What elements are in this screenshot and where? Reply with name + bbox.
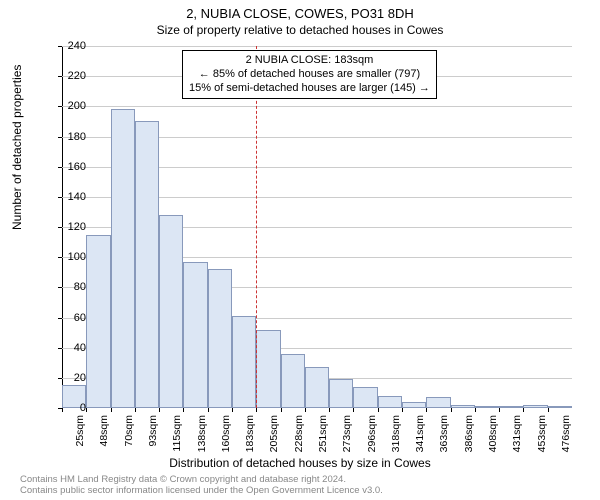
histogram-bar xyxy=(232,316,256,408)
annotation-line3: 15% of semi-detached houses are larger (… xyxy=(189,82,430,94)
y-tick-label: 80 xyxy=(56,281,86,293)
x-tick-mark xyxy=(135,408,136,412)
histogram-bar xyxy=(135,121,159,408)
x-tick-label: 138sqm xyxy=(196,415,208,455)
x-tick-label: 228sqm xyxy=(293,415,305,455)
x-tick-mark xyxy=(86,408,87,412)
plot-area: 2 NUBIA CLOSE: 183sqm ← 85% of detached h… xyxy=(62,46,572,408)
x-tick-mark xyxy=(451,408,452,412)
x-tick-mark xyxy=(402,408,403,412)
x-tick-mark xyxy=(523,408,524,412)
y-tick-label: 60 xyxy=(56,312,86,324)
histogram-bar xyxy=(402,402,426,408)
x-tick-label: 273sqm xyxy=(341,415,353,455)
x-tick-mark xyxy=(208,408,209,412)
x-tick-label: 296sqm xyxy=(366,415,378,455)
x-tick-label: 408sqm xyxy=(487,415,499,455)
histogram-bar xyxy=(305,367,329,408)
histogram-bar xyxy=(426,397,450,408)
x-tick-mark xyxy=(475,408,476,412)
x-tick-label: 93sqm xyxy=(147,415,159,455)
y-tick-label: 20 xyxy=(56,372,86,384)
x-tick-label: 363sqm xyxy=(438,415,450,455)
chart-title: 2, NUBIA CLOSE, COWES, PO31 8DH xyxy=(0,0,600,21)
annotation-line1: 2 NUBIA CLOSE: 183sqm xyxy=(246,54,374,66)
x-tick-mark xyxy=(232,408,233,412)
histogram-bar xyxy=(281,354,305,408)
footer-line2: Contains public sector information licen… xyxy=(20,485,383,496)
x-tick-label: 341sqm xyxy=(414,415,426,455)
chart-container: 2, NUBIA CLOSE, COWES, PO31 8DH Size of … xyxy=(0,0,600,500)
y-axis-label: Number of detached properties xyxy=(10,65,24,230)
y-tick-label: 240 xyxy=(56,40,86,52)
histogram-bar xyxy=(451,405,475,408)
x-tick-mark xyxy=(548,408,549,412)
x-axis-label: Distribution of detached houses by size … xyxy=(0,456,600,470)
x-tick-mark xyxy=(111,408,112,412)
x-tick-mark xyxy=(183,408,184,412)
x-tick-label: 25sqm xyxy=(74,415,86,455)
histogram-bar xyxy=(378,396,402,408)
x-tick-mark xyxy=(281,408,282,412)
annotation-box: 2 NUBIA CLOSE: 183sqm ← 85% of detached h… xyxy=(182,50,437,99)
histogram-bar xyxy=(548,406,572,408)
y-tick-label: 40 xyxy=(56,342,86,354)
histogram-bar xyxy=(256,330,280,408)
y-tick-label: 100 xyxy=(56,251,86,263)
x-tick-label: 476sqm xyxy=(560,415,572,455)
x-tick-mark xyxy=(378,408,379,412)
x-tick-label: 251sqm xyxy=(317,415,329,455)
x-tick-label: 115sqm xyxy=(171,415,183,455)
reference-line xyxy=(256,46,257,408)
footer-line1: Contains HM Land Registry data © Crown c… xyxy=(20,474,346,485)
y-tick-label: 0 xyxy=(56,402,86,414)
y-tick-label: 160 xyxy=(56,161,86,173)
histogram-bar xyxy=(523,405,547,408)
x-tick-mark xyxy=(426,408,427,412)
x-tick-label: 160sqm xyxy=(220,415,232,455)
x-tick-mark xyxy=(329,408,330,412)
histogram-bar xyxy=(159,215,183,408)
x-tick-label: 318sqm xyxy=(390,415,402,455)
histogram-bar xyxy=(353,387,377,408)
histogram-bar xyxy=(329,379,353,408)
x-tick-mark xyxy=(353,408,354,412)
x-tick-label: 183sqm xyxy=(244,415,256,455)
histogram-bar xyxy=(475,406,499,408)
x-tick-label: 70sqm xyxy=(123,415,135,455)
gridline xyxy=(62,106,572,107)
y-tick-label: 180 xyxy=(56,131,86,143)
y-tick-label: 140 xyxy=(56,191,86,203)
histogram-bar xyxy=(499,406,523,408)
histogram-bar xyxy=(111,109,135,408)
x-tick-mark xyxy=(159,408,160,412)
x-tick-label: 386sqm xyxy=(463,415,475,455)
x-tick-mark xyxy=(256,408,257,412)
x-tick-mark xyxy=(499,408,500,412)
histogram-bar xyxy=(183,262,207,408)
x-tick-label: 431sqm xyxy=(511,415,523,455)
x-tick-label: 48sqm xyxy=(98,415,110,455)
gridline xyxy=(62,46,572,47)
x-tick-mark xyxy=(305,408,306,412)
chart-subtitle: Size of property relative to detached ho… xyxy=(0,21,600,37)
histogram-bar xyxy=(208,269,232,408)
y-tick-label: 200 xyxy=(56,100,86,112)
histogram-bar xyxy=(86,235,110,408)
y-tick-label: 120 xyxy=(56,221,86,233)
annotation-line2: ← 85% of detached houses are smaller (79… xyxy=(199,68,420,80)
y-tick-label: 220 xyxy=(56,70,86,82)
x-tick-label: 205sqm xyxy=(268,415,280,455)
footer-attribution: Contains HM Land Registry data © Crown c… xyxy=(20,475,383,496)
x-tick-label: 453sqm xyxy=(536,415,548,455)
